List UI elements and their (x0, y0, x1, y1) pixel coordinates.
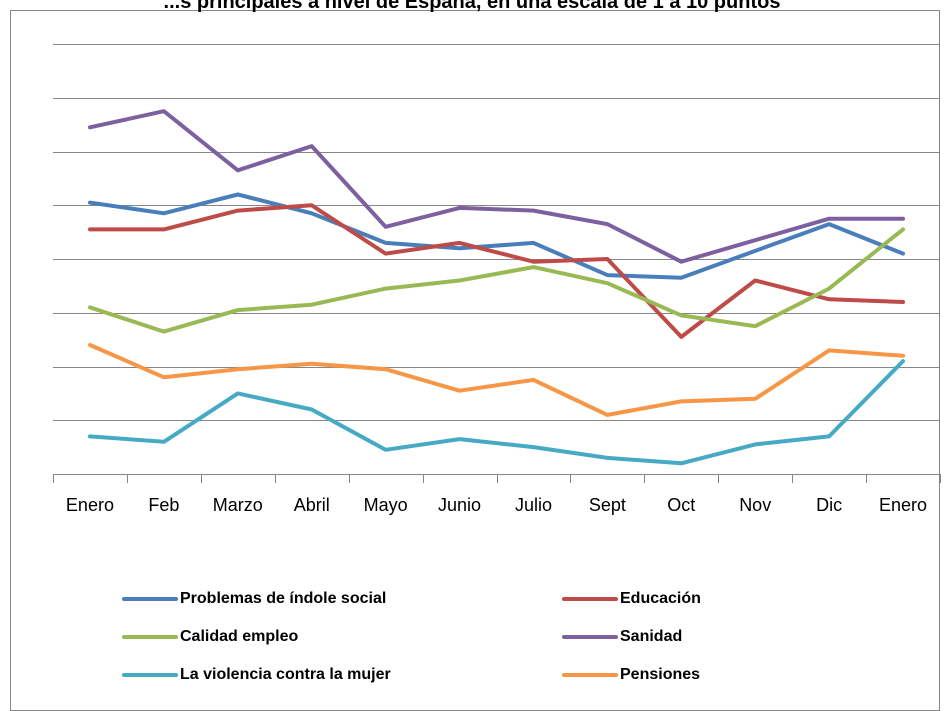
x-tick-label: Nov (739, 495, 771, 515)
chart-frame (10, 10, 940, 711)
x-tick-label: Abril (294, 495, 330, 515)
series-line-1 (88, 203, 905, 339)
series-line-0 (88, 192, 905, 280)
x-axis (53, 474, 941, 483)
x-tick-label: Feb (148, 495, 179, 515)
x-tick-label: Sept (589, 495, 626, 515)
series-line-5 (88, 343, 905, 417)
series-line-4 (88, 359, 905, 466)
x-tick-label: Dic (816, 495, 842, 515)
x-tick-labels: Enero Feb Marzo Abril Mayo Junio Julio Sept Oct N… (66, 495, 927, 515)
x-tick-label: Enero (66, 495, 114, 515)
series-line-3 (88, 109, 905, 264)
chart-title: ...s principales a nivel de España, en u… (163, 0, 781, 13)
series-lines (88, 109, 905, 466)
series-line-2 (88, 227, 905, 334)
x-tick-label: Mayo (364, 495, 408, 515)
x-tick-label: Marzo (213, 495, 263, 515)
x-tick-label: Enero (879, 495, 927, 515)
x-tick-label: Julio (515, 495, 552, 515)
x-tick-label: Junio (438, 495, 481, 515)
x-tick-label: Oct (667, 495, 695, 515)
